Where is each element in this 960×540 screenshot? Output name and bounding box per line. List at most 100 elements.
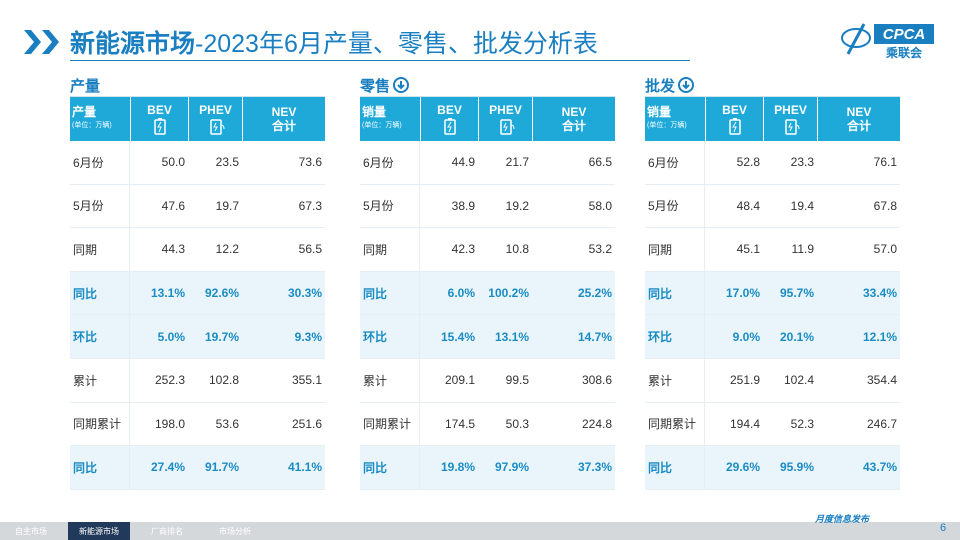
value-cell: 198.0 bbox=[130, 403, 188, 447]
footer-tab: 厂商排名 bbox=[151, 526, 183, 536]
value-cell: 50.0 bbox=[130, 141, 188, 185]
value-cell: 251.9 bbox=[705, 359, 763, 403]
row-label: 同比 bbox=[70, 446, 130, 490]
row-label: 6月份 bbox=[360, 141, 420, 185]
unit-label: (单位：万辆) bbox=[362, 122, 402, 129]
value-cell: 19.4 bbox=[763, 185, 817, 229]
header-cell: PHEV bbox=[763, 97, 817, 141]
header-cell: BEV bbox=[705, 97, 763, 141]
row-label: 5月份 bbox=[70, 184, 130, 229]
value-cell: 6.0% bbox=[420, 271, 478, 316]
battery-icon bbox=[443, 118, 456, 135]
value-cell: 53.2 bbox=[532, 228, 615, 272]
column-label: NEV bbox=[846, 105, 872, 119]
column-label: 合计 bbox=[271, 119, 296, 133]
unit-label: (单位：万辆) bbox=[647, 122, 687, 129]
value-cell: 246.7 bbox=[817, 403, 900, 447]
section-header: 产量 bbox=[70, 74, 325, 97]
value-cell: 27.4% bbox=[130, 446, 188, 490]
value-cell: 91.7% bbox=[188, 446, 242, 490]
row-label: 6月份 bbox=[70, 141, 130, 185]
value-cell: 102.8 bbox=[188, 359, 242, 403]
value-cell: 252.3 bbox=[130, 359, 188, 403]
value-cell: 23.5 bbox=[188, 141, 242, 185]
value-cell: 97.9% bbox=[478, 446, 532, 490]
footer-tab: 自主市场 bbox=[15, 526, 47, 536]
column-label: BEV bbox=[722, 103, 747, 117]
header-cell: NEV 合计 bbox=[817, 97, 900, 141]
section-header: 批发 bbox=[645, 74, 900, 97]
row-label: 同期累计 bbox=[70, 402, 130, 447]
row-label: 同期累计 bbox=[645, 402, 705, 447]
corner-label: 销量 bbox=[647, 105, 672, 119]
value-cell: 14.7% bbox=[532, 315, 615, 359]
row-label: 环比 bbox=[70, 315, 130, 359]
value-cell: 56.5 bbox=[242, 228, 325, 272]
value-cell: 73.6 bbox=[242, 141, 325, 185]
unit-label: (单位：万辆) bbox=[72, 122, 112, 129]
value-cell: 20.1% bbox=[763, 315, 817, 359]
value-cell: 43.7% bbox=[817, 446, 900, 490]
logo-text: CPCA bbox=[883, 26, 926, 43]
column-label: PHEV bbox=[774, 103, 807, 117]
header-cell: 产量 (单位：万辆) bbox=[70, 97, 130, 141]
value-cell: 95.9% bbox=[763, 446, 817, 490]
value-cell: 66.5 bbox=[532, 141, 615, 185]
value-cell: 12.2 bbox=[188, 228, 242, 272]
value-cell: 52.8 bbox=[705, 141, 763, 185]
row-label: 5月份 bbox=[645, 184, 705, 229]
header-cell: BEV bbox=[420, 97, 478, 141]
value-cell: 57.0 bbox=[817, 228, 900, 272]
value-cell: 5.0% bbox=[130, 315, 188, 359]
row-label: 同比 bbox=[645, 271, 705, 316]
row-label: 5月份 bbox=[360, 184, 420, 229]
column-label: PHEV bbox=[489, 103, 522, 117]
value-cell: 47.6 bbox=[130, 185, 188, 229]
value-cell: 19.2 bbox=[478, 185, 532, 229]
value-cell: 224.8 bbox=[532, 403, 615, 447]
row-label: 环比 bbox=[360, 315, 420, 359]
column-label: BEV bbox=[437, 103, 462, 117]
value-cell: 38.9 bbox=[420, 185, 478, 229]
value-cell: 23.3 bbox=[763, 141, 817, 185]
logo: CPCA 乘联会 bbox=[841, 23, 934, 60]
column-label: NEV bbox=[561, 105, 587, 119]
value-cell: 41.1% bbox=[242, 446, 325, 490]
column-label: NEV bbox=[271, 105, 297, 119]
value-cell: 48.4 bbox=[705, 185, 763, 229]
value-cell: 209.1 bbox=[420, 359, 478, 403]
row-label: 累计 bbox=[645, 358, 705, 403]
value-cell: 44.9 bbox=[420, 141, 478, 185]
column-label: PHEV bbox=[199, 103, 232, 117]
column-label: 合计 bbox=[561, 119, 586, 133]
value-cell: 76.1 bbox=[817, 141, 900, 185]
row-label: 累计 bbox=[70, 358, 130, 403]
value-cell: 95.7% bbox=[763, 271, 817, 316]
value-cell: 251.6 bbox=[242, 403, 325, 447]
value-cell: 13.1% bbox=[478, 315, 532, 359]
section-header: 零售 bbox=[360, 74, 615, 97]
row-label: 同期 bbox=[360, 228, 420, 272]
value-cell: 21.7 bbox=[478, 141, 532, 185]
column-label: 合计 bbox=[846, 119, 871, 133]
down-icon bbox=[393, 77, 410, 93]
value-cell: 10.8 bbox=[478, 228, 532, 272]
row-label: 同比 bbox=[360, 446, 420, 490]
value-cell: 92.6% bbox=[188, 271, 242, 316]
value-cell: 15.4% bbox=[420, 315, 478, 359]
table-block: 产量 产量 (单位：万辆) BEV PHEV NEV 合计 6月份 50.0 23.5 73.6 5月… bbox=[70, 74, 325, 490]
table-block: 批发 销量 (单位：万辆) BEV PHEV NEV 合计 6月份 52.8 23.3 76.1 5月… bbox=[645, 74, 900, 490]
row-label: 同期累计 bbox=[360, 402, 420, 447]
value-cell: 25.2% bbox=[532, 271, 615, 316]
battery-icon bbox=[153, 118, 166, 135]
value-cell: 33.4% bbox=[817, 271, 900, 316]
value-cell: 45.1 bbox=[705, 228, 763, 272]
plug-icon bbox=[209, 119, 224, 135]
section-label: 批发 bbox=[645, 77, 676, 95]
value-cell: 17.0% bbox=[705, 271, 763, 316]
down-icon bbox=[678, 77, 695, 93]
value-cell: 37.3% bbox=[532, 446, 615, 490]
section-label: 零售 bbox=[360, 77, 391, 95]
table-grid: 产量 (单位：万辆) BEV PHEV NEV 合计 6月份 50.0 23.5 73.6 5月份 4… bbox=[70, 97, 325, 490]
